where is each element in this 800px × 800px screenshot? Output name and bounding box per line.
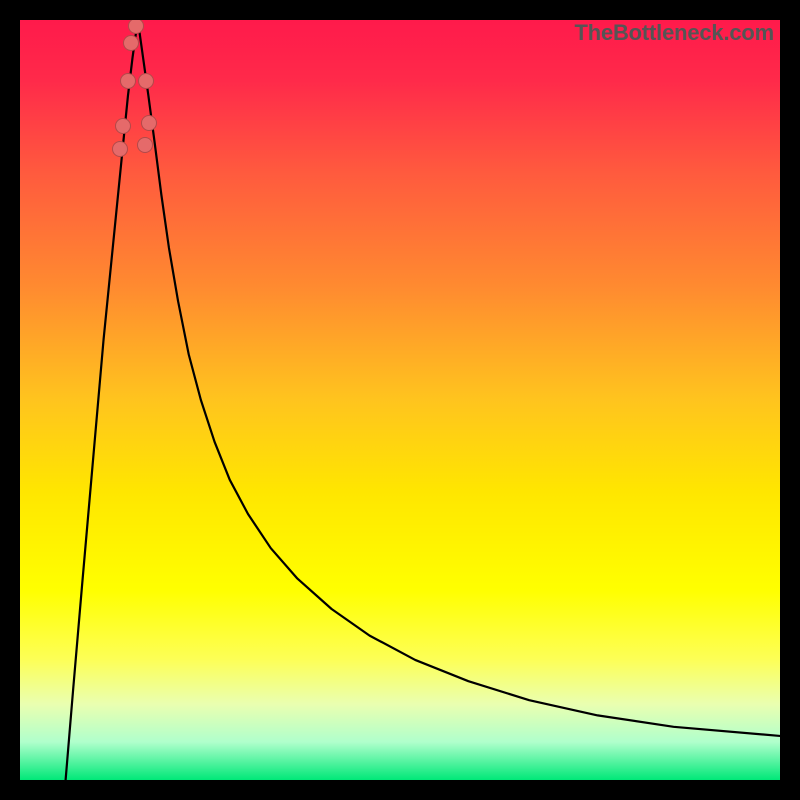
- bottleneck-chart: TheBottleneck.com: [0, 0, 800, 800]
- data-marker: [141, 115, 157, 131]
- plot-area: TheBottleneck.com: [20, 20, 780, 780]
- data-marker: [112, 141, 128, 157]
- bottleneck-curve: [20, 20, 780, 780]
- data-marker: [137, 137, 153, 153]
- data-marker: [115, 118, 131, 134]
- data-marker: [138, 73, 154, 89]
- data-marker: [120, 73, 136, 89]
- watermark-text: TheBottleneck.com: [574, 20, 774, 46]
- data-marker: [123, 35, 139, 51]
